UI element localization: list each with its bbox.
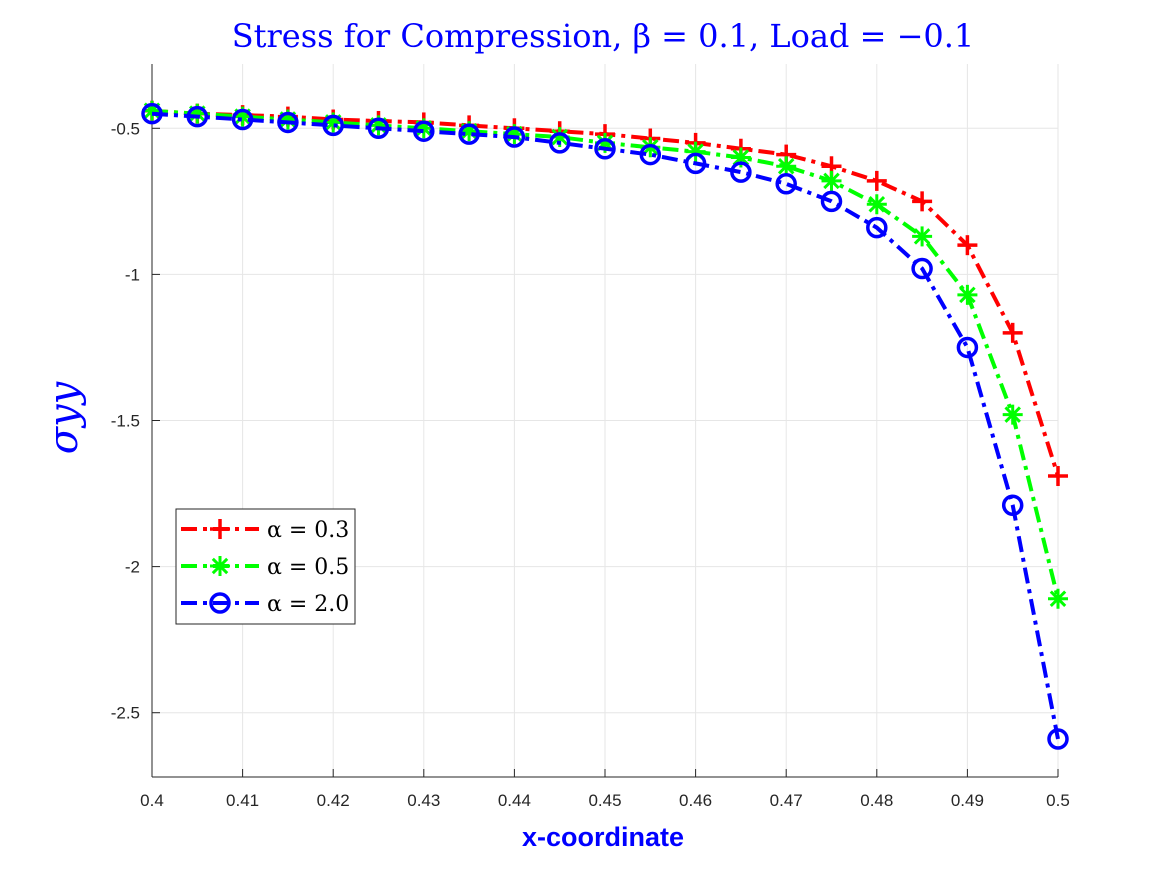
legend-marker <box>210 556 230 576</box>
data-point <box>866 216 888 239</box>
data-point <box>821 170 842 191</box>
data-point <box>912 226 933 247</box>
data-point <box>866 170 887 191</box>
series <box>141 100 1069 750</box>
data-point <box>1047 728 1069 750</box>
data-point <box>186 105 209 128</box>
x-tick-label: 0.4 <box>140 791 164 810</box>
data-point <box>503 126 526 148</box>
data-point <box>1002 404 1023 425</box>
data-point <box>367 117 390 140</box>
x-tick-label: 0.48 <box>860 791 893 810</box>
data-point <box>956 336 979 359</box>
axes: 0.4 0.41 0.42 0.43 0.44 0.45 0.46 0.47 0.48 0.49 0… <box>111 64 1070 810</box>
data-point <box>911 257 933 280</box>
data-point <box>866 194 887 215</box>
data-point <box>912 191 933 212</box>
legend-marker <box>209 592 231 614</box>
legend-entry: α = 2.0 <box>181 592 349 617</box>
legend-marker <box>210 519 230 539</box>
legend: α = 0.3 α = 0.5 α = 2.0 <box>175 508 356 625</box>
legend-label: α = 0.5 <box>267 555 349 580</box>
x-tick-label: 0.49 <box>951 791 984 810</box>
data-point <box>141 102 163 125</box>
legend-entry: α = 0.3 <box>181 518 349 543</box>
x-tick-label: 0.44 <box>498 791 531 810</box>
y-tick-label: -1 <box>125 265 140 284</box>
data-point <box>548 132 571 154</box>
y-axis-label: σyy <box>41 380 87 454</box>
x-tick-label: 0.46 <box>679 791 712 810</box>
data-point <box>1048 466 1068 487</box>
x-tick-label: 0.43 <box>407 791 440 810</box>
y-tick-label: -1.5 <box>111 412 140 431</box>
data-point <box>1048 588 1068 609</box>
x-tick-label: 0.42 <box>317 791 350 810</box>
legend-label: α = 2.0 <box>267 592 349 617</box>
data-point <box>684 152 707 175</box>
x-tick-label: 0.5 <box>1046 791 1070 810</box>
data-point <box>1001 494 1024 516</box>
x-tick-label: 0.45 <box>588 791 621 810</box>
data-point <box>322 114 344 137</box>
data-point <box>957 235 978 256</box>
data-point <box>639 143 662 166</box>
y-tick-label: -2.5 <box>111 704 140 723</box>
data-point <box>730 161 752 183</box>
data-point <box>413 120 435 142</box>
data-point <box>776 156 797 177</box>
y-tick-label: -2 <box>125 558 140 577</box>
x-axis-label: x-coordinate <box>522 822 684 852</box>
data-point <box>1002 322 1023 343</box>
legend-entry: α = 0.5 <box>181 555 349 580</box>
data-point <box>231 108 254 131</box>
legend-label: α = 0.3 <box>267 518 349 543</box>
data-point <box>957 284 978 305</box>
series-line <box>151 111 1060 740</box>
series-3 <box>141 102 1069 750</box>
data-point <box>458 123 480 145</box>
x-tick-label: 0.41 <box>226 791 259 810</box>
chart-title: Stress for Compression, β = 0.1, Load = … <box>232 17 975 55</box>
x-tick-label: 0.47 <box>770 791 803 810</box>
grid <box>151 64 1059 777</box>
data-point <box>277 111 299 134</box>
data-point <box>594 137 616 160</box>
data-point <box>820 190 843 213</box>
y-tick-label: -0.5 <box>111 119 140 138</box>
data-point <box>775 173 797 195</box>
